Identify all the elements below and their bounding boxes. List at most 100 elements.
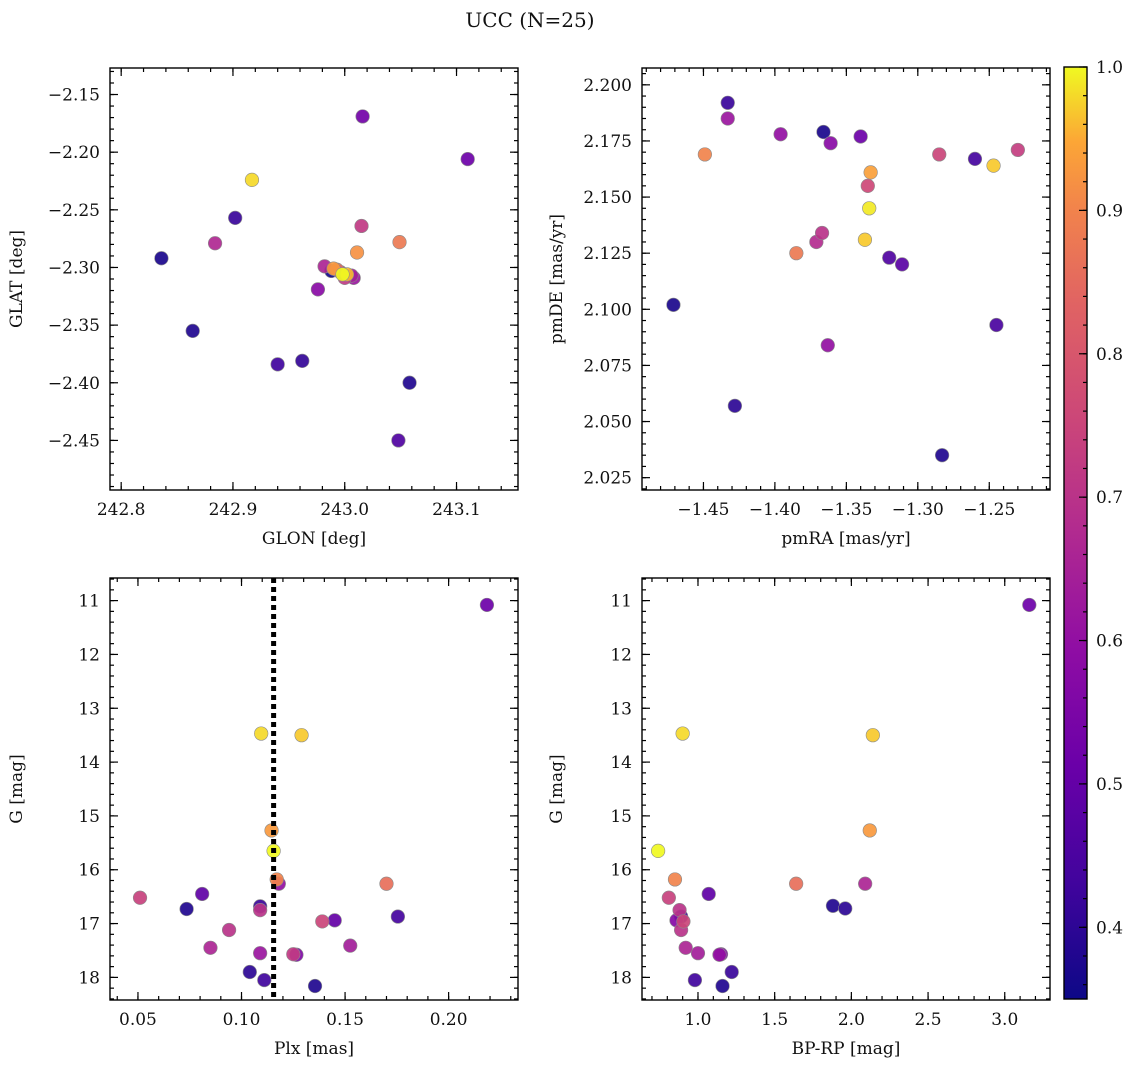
y-tick-label: 2.175 [583, 132, 632, 152]
data-point [335, 267, 350, 282]
x-tick-label: 243.0 [320, 500, 369, 520]
y-tick-label: 11 [610, 592, 632, 612]
data-point [327, 913, 342, 928]
data-point [825, 898, 841, 913]
x-axis-label: BP-RP [mag] [792, 1039, 901, 1059]
y-tick-label: −2.40 [48, 374, 100, 394]
data-point [932, 147, 947, 162]
colorbar-tick-label: 0.7 [1096, 488, 1123, 508]
y-tick-label: 18 [78, 968, 100, 988]
data-point [814, 225, 830, 241]
data-point [349, 245, 365, 260]
data-point [253, 903, 268, 918]
x-tick-label: 2.0 [838, 1010, 865, 1030]
colorbar: 0.4 0.5 0.6 0.7 0.8 0.9 1.0 [1063, 58, 1123, 1000]
data-point [687, 972, 703, 988]
y-tick-label: 15 [610, 807, 632, 827]
data-point [294, 728, 309, 743]
data-point [667, 872, 683, 887]
x-tick-label: 242.8 [97, 500, 146, 520]
axes-frame [109, 577, 519, 1001]
scatter-points [132, 597, 495, 994]
data-point [894, 257, 910, 272]
data-point [720, 95, 735, 110]
y-tick-label: −2.15 [48, 86, 100, 106]
x-tick-label: −1.30 [892, 500, 944, 520]
y-tick-label: 2.100 [583, 300, 632, 320]
x-tick-label: 0.15 [326, 1010, 364, 1030]
y-tick-label: 14 [610, 753, 632, 773]
data-point [712, 947, 727, 962]
data-point [676, 914, 691, 929]
x-tick-label: 3.0 [991, 1010, 1018, 1030]
x-tick-label: 2.5 [915, 1010, 942, 1030]
y-tick-label: −2.20 [48, 143, 100, 163]
scatter-points [666, 95, 1025, 463]
x-axis-label: Plx [mas] [274, 1039, 354, 1059]
y-tick-label: 2.150 [583, 188, 632, 208]
y-tick-label: 2.075 [583, 356, 632, 376]
data-point [724, 964, 739, 980]
x-tick-label: 0.05 [119, 1010, 157, 1030]
data-point [244, 172, 260, 187]
panel-4: 1.0 1.5 2.0 2.5 3.0 11 12 13 14 15 16 17 18 BP-RP [ma… [547, 577, 1051, 1059]
data-point [865, 728, 880, 743]
data-point [651, 843, 666, 859]
data-point [379, 876, 394, 891]
x-tick-label: −1.25 [963, 500, 1015, 520]
y-tick-label: 2.025 [583, 469, 632, 489]
y-tick-label: 16 [78, 861, 100, 881]
x-tick-label: 242.9 [209, 500, 258, 520]
data-point [727, 398, 742, 413]
data-point [221, 922, 237, 938]
data-point [863, 165, 878, 180]
y-tick-label: 17 [78, 915, 100, 935]
data-point [179, 901, 194, 917]
y-tick-label: 18 [610, 968, 632, 988]
figure-title: UCC (N=25) [465, 8, 594, 32]
y-tick-label: 15 [78, 807, 100, 827]
data-point [853, 129, 868, 144]
data-point [132, 890, 148, 905]
x-tick-label: −1.35 [820, 500, 872, 520]
data-point [392, 235, 407, 250]
data-point [295, 353, 310, 368]
x-axis-label: GLON [deg] [262, 529, 366, 549]
data-point [989, 317, 1004, 333]
y-tick-label: 14 [78, 753, 100, 773]
x-tick-label: 1.0 [684, 1010, 711, 1030]
data-point [257, 972, 272, 988]
data-point [838, 901, 853, 916]
data-point [862, 201, 877, 216]
data-point [697, 147, 712, 162]
data-point [1010, 142, 1025, 158]
x-tick-label: 0.20 [430, 1010, 468, 1030]
y-tick-label: −2.25 [48, 201, 100, 221]
colorbar-tick-label: 0.5 [1096, 775, 1123, 795]
data-point [666, 297, 681, 312]
data-point [678, 940, 693, 955]
y-tick-label: −2.35 [48, 316, 100, 336]
data-point [857, 232, 873, 247]
data-point [207, 236, 223, 251]
data-point [254, 726, 269, 741]
data-point [286, 947, 301, 962]
x-axis-label: pmRA [mas/yr] [781, 529, 910, 549]
colorbar-tick-label: 1.0 [1096, 58, 1123, 78]
y-tick-label: 2.200 [583, 76, 632, 96]
data-point [935, 448, 950, 463]
y-tick-label: −2.30 [48, 258, 100, 278]
data-point [310, 282, 326, 297]
data-point [789, 876, 804, 891]
data-point [986, 158, 1001, 173]
x-tick-label: 0.10 [223, 1010, 261, 1030]
data-point [343, 938, 358, 953]
axes-frame [109, 67, 519, 491]
data-point [185, 323, 200, 338]
data-point [690, 946, 706, 961]
colorbar-tick-label: 0.6 [1096, 632, 1123, 652]
y-tick-label: 11 [78, 592, 100, 612]
x-tick-label: −1.45 [677, 500, 729, 520]
data-point [823, 136, 838, 151]
